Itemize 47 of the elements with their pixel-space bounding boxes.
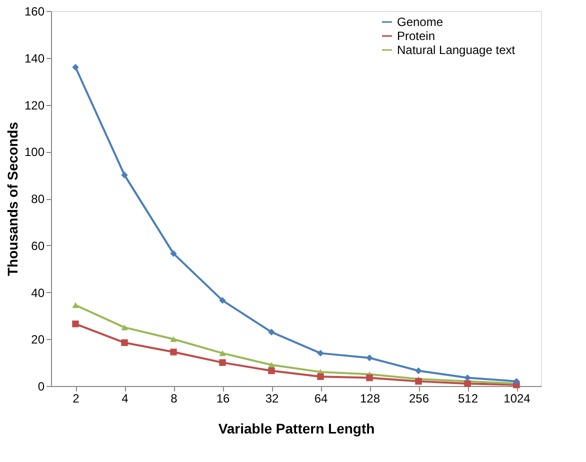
point <box>219 350 226 356</box>
x-tick-label: 64 <box>314 392 328 406</box>
point <box>464 374 471 382</box>
y-tick-label: 140 <box>24 51 45 66</box>
x-tick-label: 512 <box>458 392 478 406</box>
point <box>317 350 324 357</box>
y-tick-label: 60 <box>31 238 45 253</box>
x-axis-title: Variable Pattern Length <box>218 420 375 436</box>
x-tick-label: 32 <box>265 392 279 406</box>
point <box>513 378 520 385</box>
point <box>219 297 226 304</box>
point <box>317 373 324 380</box>
point <box>121 339 128 346</box>
point <box>72 320 79 328</box>
y-axis-title: Thousands of Seconds <box>4 122 20 276</box>
point <box>219 359 226 366</box>
x-tick-label: 4 <box>122 392 129 406</box>
point <box>464 380 471 388</box>
point <box>121 324 128 330</box>
point <box>268 367 275 374</box>
x-tick-label: 128 <box>360 392 380 406</box>
x-tick-label: 1024 <box>504 392 531 406</box>
point <box>366 354 373 362</box>
y-tick-label: 120 <box>24 98 45 112</box>
point <box>170 250 177 257</box>
x-tick-label: 8 <box>170 392 178 406</box>
point <box>170 348 177 356</box>
y-tick-label: 0 <box>38 380 45 394</box>
point <box>415 378 422 385</box>
y-tick-label: 20 <box>31 332 45 347</box>
point <box>121 172 128 178</box>
y-tick-label: 80 <box>31 192 45 206</box>
legend-label: Natural Language text <box>397 43 516 57</box>
point <box>415 367 422 374</box>
y-tick-label: 100 <box>24 145 45 160</box>
x-tick-label: 256 <box>408 392 430 406</box>
point <box>72 64 79 71</box>
y-tick-label: 40 <box>31 286 45 300</box>
point <box>170 336 177 342</box>
point <box>366 374 373 382</box>
y-tick-label: 160 <box>24 4 45 18</box>
point <box>268 328 275 336</box>
x-tick-label: 2 <box>72 392 80 406</box>
legend-label: Genome <box>397 15 444 29</box>
legend-label: Protein <box>397 29 436 43</box>
point <box>72 302 79 308</box>
x-tick-label: 16 <box>216 392 230 406</box>
